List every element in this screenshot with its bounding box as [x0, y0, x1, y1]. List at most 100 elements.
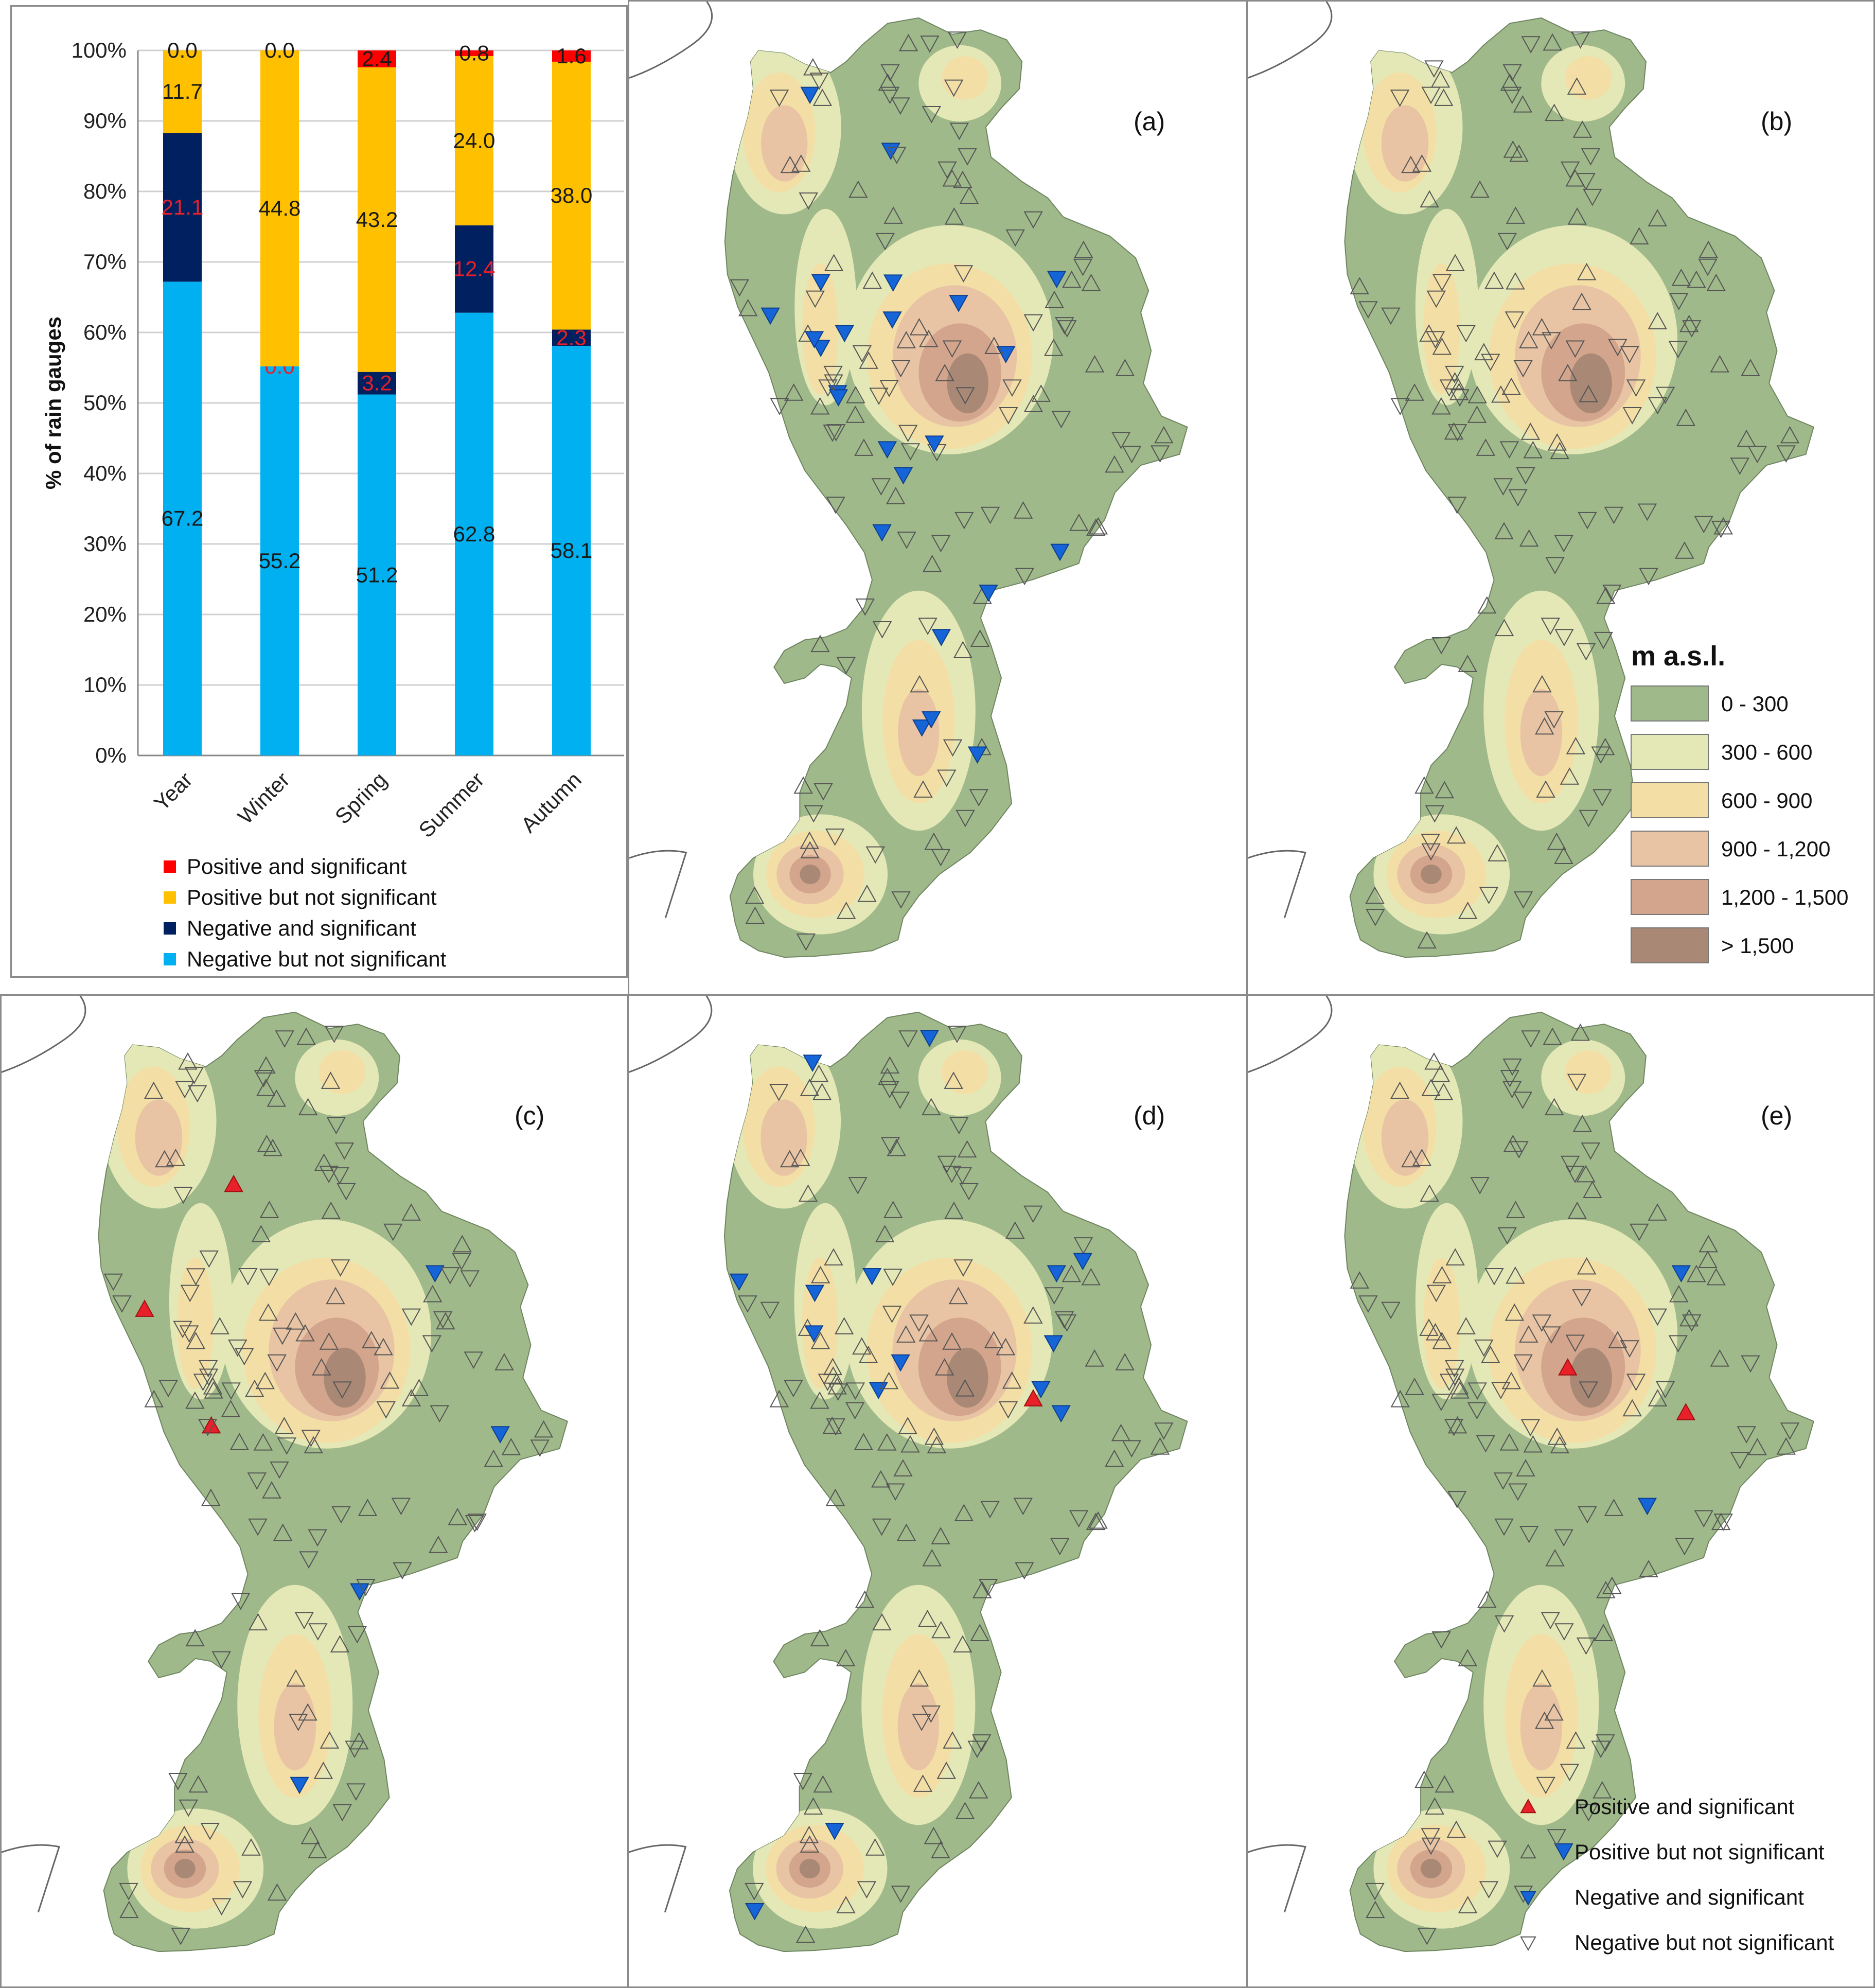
station-marker: [1639, 568, 1658, 586]
station-marker: [1710, 1349, 1729, 1367]
station-marker: [937, 769, 957, 787]
station-marker: [1737, 1426, 1756, 1444]
station-marker: [1596, 587, 1616, 604]
station-marker: [1444, 1419, 1464, 1436]
station-marker: [1150, 445, 1170, 463]
station-marker: [999, 407, 1018, 425]
station-marker: [836, 657, 856, 675]
station-marker: [1470, 1177, 1490, 1194]
station-marker: [275, 1030, 294, 1048]
station-marker: [896, 1325, 916, 1343]
station-marker: [1648, 1308, 1667, 1326]
significant-station-marker: [877, 441, 897, 459]
station-marker: [235, 1348, 254, 1366]
station-marker: [1608, 339, 1628, 357]
station-marker: [1458, 1896, 1478, 1913]
bar-segment: [260, 50, 299, 366]
station-marker: [337, 1183, 356, 1201]
station-marker: [1502, 86, 1522, 104]
station-marker: [1390, 1389, 1410, 1408]
station-marker: [179, 1799, 198, 1817]
station-marker: [784, 383, 804, 401]
significant-station-marker: [1554, 1843, 1573, 1861]
station-marker: [312, 1358, 331, 1376]
station-marker: [793, 1773, 813, 1790]
station-marker: [825, 829, 845, 846]
station-marker: [179, 1325, 199, 1343]
station-marker: [943, 739, 963, 757]
elevation-legend-label: 900 - 1,200: [1721, 837, 1831, 861]
station-marker: [1741, 359, 1760, 376]
station-marker: [1579, 384, 1598, 402]
station-marker: [1566, 737, 1586, 754]
station-marker: [1086, 518, 1106, 536]
station-marker: [875, 1225, 895, 1242]
station-marker: [854, 438, 874, 456]
station-marker: [918, 1324, 938, 1342]
station-marker: [810, 1331, 830, 1349]
station-marker: [1390, 90, 1410, 107]
station-marker: [1542, 332, 1561, 350]
station-marker: [1565, 169, 1585, 187]
station-marker: [886, 487, 906, 504]
station-marker: [769, 90, 789, 107]
station-marker: [1519, 331, 1538, 348]
significant-station-marker: [1676, 1403, 1696, 1420]
station-marker: [1648, 312, 1667, 329]
station-marker: [944, 1071, 963, 1089]
station-marker: [401, 1389, 421, 1406]
station-marker: [1431, 397, 1451, 415]
station-marker: [321, 1201, 341, 1219]
station-marker: [1421, 834, 1440, 851]
station-marker: [1776, 445, 1796, 463]
data-label: 67.2: [162, 506, 204, 531]
station-marker: [898, 425, 918, 443]
station-marker: [1560, 1764, 1580, 1782]
station-marker: [1447, 497, 1467, 514]
station-marker: [1521, 1030, 1541, 1048]
station-marker: [1694, 516, 1713, 534]
station-marker: [784, 1380, 803, 1398]
station-marker: [826, 1418, 845, 1436]
station-marker: [1115, 1353, 1135, 1370]
station-marker: [1669, 293, 1689, 310]
station-marker: [978, 1578, 998, 1596]
station-marker: [1698, 258, 1718, 276]
station-marker: [972, 1734, 992, 1752]
station-marker: [253, 1433, 273, 1451]
elevation-zone: [800, 864, 821, 885]
y-tick-label: 20%: [83, 602, 127, 626]
station-marker: [812, 1083, 832, 1100]
station-marker: [1543, 1027, 1562, 1045]
station-marker: [957, 1140, 977, 1158]
station-marker: [1602, 1576, 1622, 1594]
station-marker: [891, 360, 911, 378]
stations: [1350, 1023, 1800, 1945]
station-marker: [1583, 188, 1602, 206]
bar-segment: [358, 67, 396, 372]
station-marker: [267, 1089, 287, 1107]
station-marker: [1445, 372, 1465, 390]
neighbour-coastline: [1248, 850, 1306, 919]
station-marker: [1477, 1590, 1497, 1608]
station-marker: [796, 933, 816, 951]
station-marker: [862, 271, 882, 289]
stations: [103, 1026, 554, 1945]
station-marker: [1488, 844, 1507, 861]
station-marker: [1444, 365, 1464, 383]
map-d: (d): [629, 996, 1188, 1952]
station-marker: [1417, 931, 1437, 949]
station-marker: [380, 1371, 400, 1389]
station-marker: [931, 1621, 951, 1639]
station-marker: [1713, 517, 1733, 535]
station-marker: [1706, 273, 1726, 291]
station-marker: [1023, 314, 1043, 332]
data-label: 2.4: [362, 46, 392, 71]
elevation-zone: [942, 1050, 988, 1094]
elevation-zone: [177, 1257, 214, 1389]
station-marker: [1435, 1775, 1455, 1793]
station-marker: [1501, 1371, 1521, 1389]
legend-swatch: [164, 860, 176, 873]
station-marker: [1456, 325, 1476, 343]
station-marker: [1424, 60, 1444, 78]
